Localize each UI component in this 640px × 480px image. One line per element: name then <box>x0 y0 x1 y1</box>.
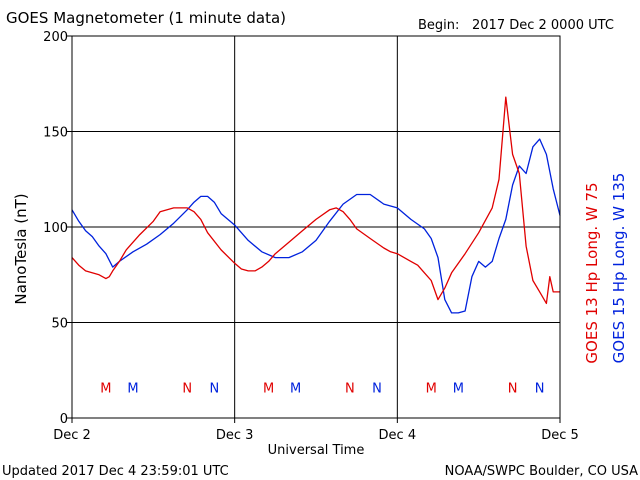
series-line-goes15 <box>71 138 561 314</box>
y-tick-label: 200 <box>43 30 68 45</box>
day-marker-n: N <box>535 381 545 396</box>
day-marker-n: N <box>182 381 192 396</box>
day-marker-n: N <box>372 381 382 396</box>
y-tick-label: 150 <box>43 126 68 141</box>
legend-goes15: GOES 15 Hp Long. W 135 <box>610 173 628 364</box>
updated-timestamp: Updated 2017 Dec 4 23:59:01 UTC <box>2 464 229 479</box>
begin-value: 2017 Dec 2 0000 UTC <box>472 18 614 33</box>
y-tick-label: 50 <box>51 317 68 332</box>
x-tick-label: Dec 2 <box>53 428 91 443</box>
source-credit: NOAA/SWPC Boulder, CO USA <box>445 464 638 479</box>
x-axis-ticks: Dec 2 Dec 3 Dec 4 Dec 5 <box>53 418 579 443</box>
day-marker-m: M <box>290 381 301 396</box>
y-axis-ticks: 0 50 100 150 200 <box>43 30 72 427</box>
x-tick-label: Dec 3 <box>216 428 254 443</box>
day-marker-m: M <box>453 381 464 396</box>
day-marker-m: M <box>127 381 138 396</box>
series-layer <box>71 96 561 314</box>
day-marker-m: M <box>100 381 111 396</box>
grid-lines <box>72 36 560 418</box>
day-marker-n: N <box>508 381 518 396</box>
x-tick-label: Dec 5 <box>541 428 579 443</box>
begin-label: Begin: <box>418 18 459 33</box>
legend-goes13: GOES 13 Hp Long. W 75 <box>583 182 601 363</box>
x-axis-label: Universal Time <box>268 443 365 458</box>
day-marker-n: N <box>209 381 219 396</box>
y-axis-label: NanoTesla (nT) <box>12 193 30 304</box>
y-tick-label: 100 <box>43 221 68 236</box>
day-marker-m: M <box>426 381 437 396</box>
day-marker-n: N <box>345 381 355 396</box>
y-tick-label: 0 <box>60 412 68 427</box>
series-line-goes13 <box>71 96 560 305</box>
chart-title: GOES Magnetometer (1 minute data) <box>6 9 286 27</box>
x-tick-label: Dec 4 <box>379 428 417 443</box>
day-marker-m: M <box>263 381 274 396</box>
